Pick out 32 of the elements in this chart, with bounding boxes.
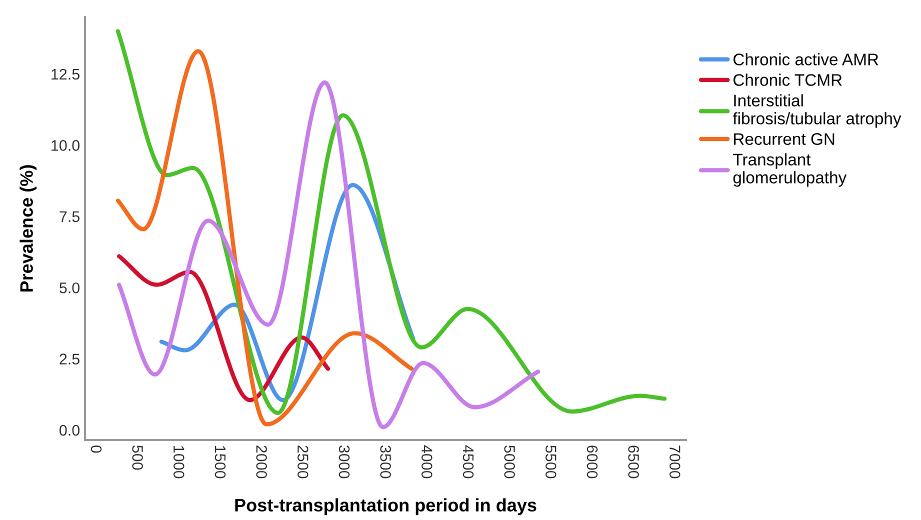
x-tick-label: 6000 [586, 446, 598, 478]
x-tick-label: 1000 [173, 446, 184, 478]
line-series [116, 80, 540, 430]
y-tick-label: 2.5 [60, 354, 80, 365]
y-tick-label: 0.0 [60, 424, 80, 436]
line-series [116, 29, 667, 416]
x-tick-label: 1500 [214, 446, 226, 478]
x-tick-label: 5000 [504, 445, 515, 478]
y-tick-label: 12.5 [52, 68, 80, 80]
x-tick-label: 500 [132, 445, 143, 470]
x-tick-label: 2500 [297, 446, 308, 478]
line-series [116, 254, 330, 402]
x-axis-title: Post-transplantation period in days [235, 498, 536, 516]
x-tick-label: 5500 [545, 445, 556, 478]
x-tick-label: 7000 [670, 446, 680, 478]
legend-label: Recurrent GN [734, 133, 834, 145]
y-tick-label: 10.0 [52, 140, 80, 151]
legend-label: Chronic active AMR [734, 53, 878, 66]
y-tick-label: 5.0 [60, 282, 80, 294]
x-tick-label: 3000 [338, 445, 350, 478]
legend-label: Chronic TCMR [734, 74, 842, 86]
x-tick-label: 4500 [462, 445, 474, 478]
line-series [116, 49, 414, 426]
legend-label: Transplant glomerulopathy [733, 153, 847, 187]
x-tick-label: 0 [90, 445, 102, 453]
x-tick-label: 2000 [256, 446, 267, 478]
legend-label: Interstitial fibrosis/tubular atrophy [732, 94, 902, 128]
y-axis-title: Prevalence (%) [20, 165, 37, 292]
x-tick-label: 6500 [628, 446, 639, 478]
y-tick-label: 7.5 [60, 211, 80, 222]
x-tick-label: 4000 [421, 445, 432, 478]
x-tick-label: 3500 [380, 445, 391, 478]
